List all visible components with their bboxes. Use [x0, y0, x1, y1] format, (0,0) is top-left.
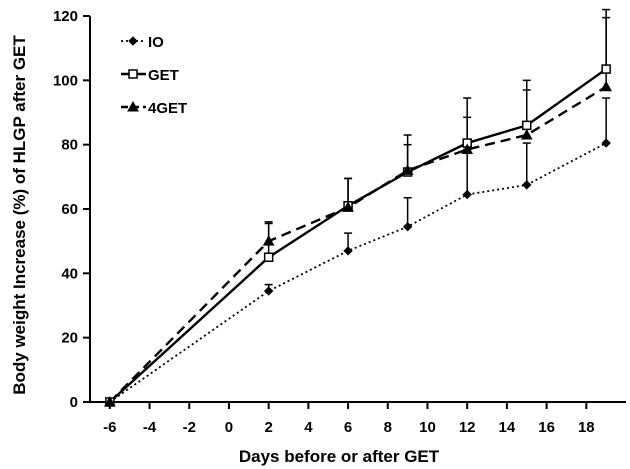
x-tick-label: -6 — [103, 419, 116, 436]
data-point-4get — [262, 235, 275, 246]
x-tick-label: 10 — [419, 419, 436, 436]
data-point-io — [263, 286, 274, 296]
x-tick-label: -2 — [183, 419, 196, 436]
x-tick-label: 8 — [384, 419, 392, 436]
x-tick-label: 4 — [304, 419, 313, 436]
legend-marker-get — [128, 69, 138, 79]
y-tick-label: 60 — [61, 201, 78, 218]
legend-label-4get: 4GET — [148, 100, 187, 117]
data-point-4get — [342, 201, 354, 212]
error-bars — [264, 8, 611, 292]
y-tick-label: 0 — [70, 394, 78, 411]
data-point-4get — [520, 128, 533, 140]
series-line-4get — [108, 85, 607, 403]
data-point-get — [521, 120, 532, 131]
y-axis-title: Body weight Increase (%) of HLGP after G… — [10, 35, 29, 395]
legend: IO GET 4GET — [121, 34, 187, 117]
y-tick-label: 80 — [61, 137, 78, 154]
data-point-io — [601, 138, 611, 148]
legend-marker-4get — [127, 100, 139, 112]
y-tick-label: 100 — [53, 72, 78, 89]
data-point-io — [522, 180, 532, 190]
x-axis-title: Days before or after GET — [239, 447, 440, 466]
y-tick-label: 120 — [53, 8, 78, 25]
series-line-get — [109, 68, 607, 403]
data-point-io — [343, 246, 353, 256]
x-tick-label: 6 — [344, 419, 352, 436]
series-markers — [104, 64, 612, 407]
legend-label-io: IO — [148, 34, 164, 51]
x-tick-label: 18 — [578, 419, 595, 436]
data-point-get — [263, 252, 274, 262]
data-point-get — [601, 64, 611, 74]
x-tick-label: 14 — [499, 419, 516, 436]
data-point-io — [402, 221, 413, 232]
x-tick-label: 16 — [538, 419, 555, 436]
data-point-4get — [104, 395, 116, 407]
x-tick-label: 12 — [459, 419, 476, 436]
data-point-io — [462, 189, 472, 200]
legend-label-get: GET — [148, 67, 179, 84]
series-line-io — [109, 142, 607, 403]
series-lines — [108, 68, 607, 403]
y-tick-label: 40 — [61, 265, 78, 282]
data-point-4get — [600, 80, 612, 92]
axes: 0 20 40 60 80 100 120 -6 -4 -2 0 2 4 6 8 10 12 14 16 18 — [53, 8, 626, 436]
legend-marker-io — [128, 36, 138, 46]
x-tick-label: -4 — [143, 419, 157, 436]
data-point-4get — [401, 164, 414, 175]
x-tick-label: 2 — [264, 419, 272, 436]
x-tick-label: 0 — [225, 419, 233, 436]
data-point-4get — [461, 143, 474, 154]
y-tick-label: 20 — [61, 330, 78, 347]
